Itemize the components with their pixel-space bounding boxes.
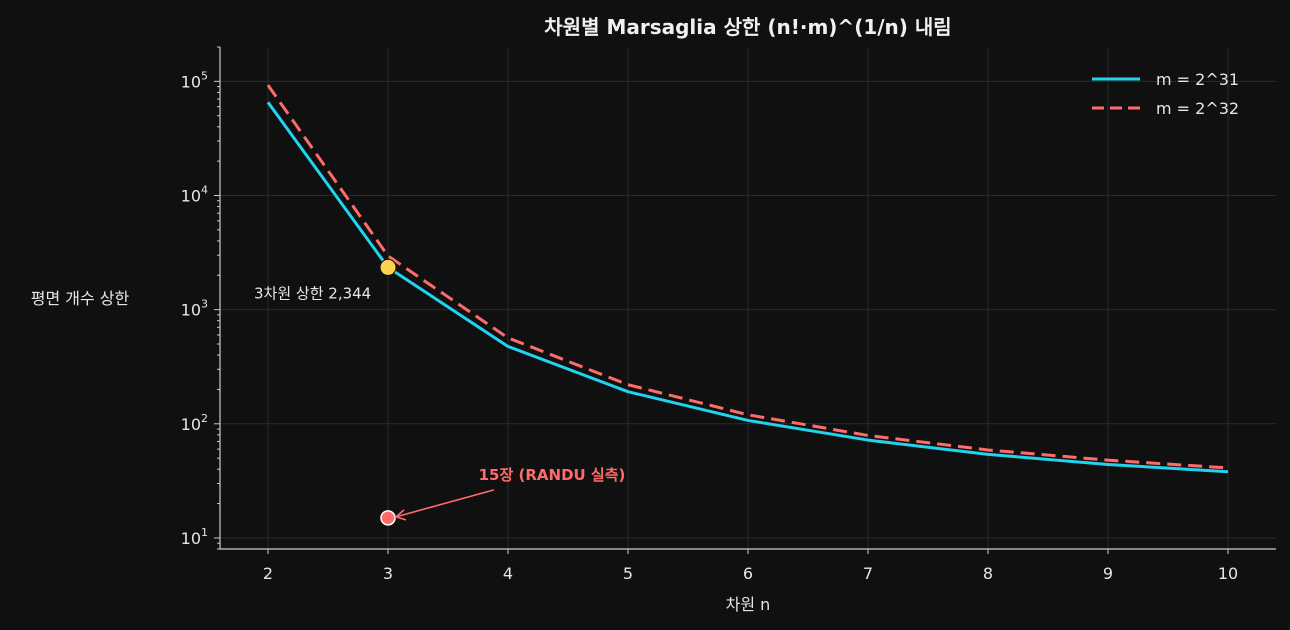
highlight-marker-3d	[379, 258, 397, 276]
y-tick-label: 104	[181, 184, 208, 206]
series-line-m-2-32	[266, 84, 1229, 470]
y-axis-label: 평면 개수 상한	[31, 289, 130, 308]
y-tick-label: 103	[181, 298, 208, 320]
x-tick-label: 6	[743, 564, 753, 583]
annotation-label-3d: 3차원 상한 2,344	[254, 284, 371, 302]
y-tick-label: 105	[181, 69, 208, 91]
annotations-layer: 3차원 상한 2,344 15장 (RANDU 실측)	[254, 258, 626, 526]
randu-marker	[380, 510, 396, 526]
legend-label: m = 2^32	[1156, 99, 1239, 118]
x-tick-label: 5	[623, 564, 633, 583]
x-tick-label: 2	[263, 564, 273, 583]
series-layer	[266, 84, 1229, 474]
x-tick-label: 8	[983, 564, 993, 583]
annotation-label-randu: 15장 (RANDU 실측)	[479, 466, 626, 484]
y-tick-label: 101	[181, 526, 208, 548]
x-tick-label: 10	[1218, 564, 1238, 583]
y-tick-label: 102	[181, 412, 208, 434]
axes: 2 3 4 5 6 7 8 9 10 101 102 103 104 105	[181, 46, 1276, 583]
chart-title: 차원별 Marsaglia 상한 (n!·m)^(1/n) 내림	[544, 15, 951, 39]
x-tick-label: 4	[503, 564, 513, 583]
x-tick-label: 3	[383, 564, 393, 583]
legend-label: m = 2^31	[1156, 70, 1239, 89]
x-tick-label: 7	[863, 564, 873, 583]
series-line-m-2-31	[266, 101, 1229, 474]
x-tick-label: 9	[1103, 564, 1113, 583]
randu-arrow-head	[394, 509, 407, 521]
randu-arrow-line	[395, 489, 495, 518]
grid	[220, 47, 1276, 549]
x-axis-label: 차원 n	[726, 595, 771, 614]
legend: m = 2^31 m = 2^32	[1092, 70, 1239, 118]
